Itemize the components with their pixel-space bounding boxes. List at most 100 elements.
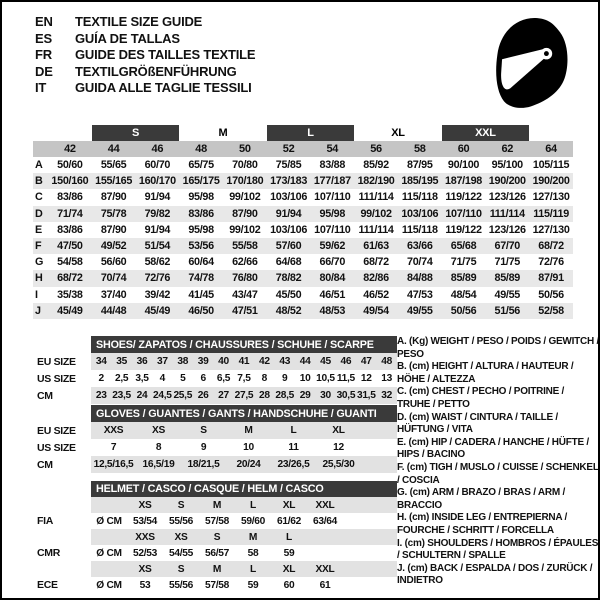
- helmet-row: XXS XS S M L: [33, 529, 397, 545]
- cell: 63/66: [407, 240, 433, 253]
- size-group-L: L: [266, 125, 355, 141]
- cell: 50/60: [57, 159, 83, 172]
- cell: 2,5: [114, 373, 129, 384]
- cell: 107/110: [314, 223, 351, 236]
- row-label: [33, 529, 91, 545]
- textile-size-table: S M L XL XXL 42 44 46 48 50 52 54 56 58 60 62 64 A 50/60 5…: [33, 125, 573, 319]
- cell: 27,5: [233, 387, 255, 404]
- numeric-size: 44: [91, 141, 136, 157]
- cell: 177/187: [313, 175, 351, 188]
- legend-item: G. (cm) ARM / BRAZO / BRAS / ARM / BRACC…: [397, 487, 565, 511]
- cell: XS: [127, 561, 163, 577]
- cell: 29: [294, 387, 316, 404]
- row-label: CM: [37, 458, 53, 471]
- numeric-size: 50: [222, 141, 267, 157]
- cell: 70/74: [100, 272, 127, 285]
- cell: XXL: [307, 561, 343, 577]
- numeric-size: 46: [135, 141, 180, 157]
- cell: [343, 561, 397, 577]
- cell: 72/76: [538, 256, 564, 269]
- cell: 56/60: [100, 256, 127, 269]
- numeric-size-header-row: 42 44 46 48 50 52 54 56 58 60 62 64: [33, 141, 573, 157]
- language-line: DE TEXTILGRÖßENFÜHRUNG: [35, 64, 255, 81]
- helmet-size-table: HELMET / CASCO / CASQUE / HELM / CASCO XS…: [33, 481, 397, 593]
- textile-row-E: E 83/86 87/90 91/94 95/98 99/102 103/106 107/11…: [33, 222, 573, 238]
- cell: 24: [131, 387, 153, 404]
- cell: 37/40: [100, 288, 127, 301]
- helmet-row: XS S M L XL XXL: [33, 561, 397, 577]
- shoes-size-table: SHOES/ ZAPATOS / CHAUSSURES / SCHUHE / S…: [33, 336, 397, 404]
- cell: 91/94: [275, 207, 302, 220]
- cell: [361, 439, 397, 456]
- cell: 61: [319, 579, 331, 591]
- cell: 39/42: [144, 288, 171, 301]
- numeric-size: 56: [354, 141, 398, 157]
- cell: 99/102: [360, 207, 392, 220]
- textile-row-G: G 54/58 56/60 58/62 60/64 62/66 64/68 66/70 68/7…: [33, 254, 573, 270]
- cell: 60/70: [144, 159, 171, 172]
- gloves-size-table: GLOVES / GUANTES / GANTS / HANDSCHUHE / …: [33, 405, 397, 473]
- cell: M: [199, 497, 235, 513]
- cell: XL: [271, 497, 307, 513]
- cell: 43/47: [232, 288, 258, 301]
- cell: 71/75: [494, 256, 521, 269]
- textile-row-B: B 150/160 155/165 160/170 165/175 170/180 173/…: [33, 173, 573, 190]
- cell: 16,5/19: [136, 456, 181, 473]
- cell: 12,5/16,5: [91, 456, 136, 473]
- cell: 165/175: [182, 175, 220, 188]
- language-line: ES GUÍA DE TALLAS: [35, 31, 255, 48]
- cell: 8: [261, 373, 268, 384]
- cell: 70/74: [407, 256, 433, 269]
- numeric-size: 60: [441, 141, 486, 157]
- guide-title: GUIDE DES TAILLES TEXTILE: [75, 47, 256, 62]
- cell: 41/45: [188, 288, 214, 301]
- cell: 30: [315, 387, 336, 404]
- cell: 80/84: [319, 272, 346, 285]
- cell: 31,5: [356, 387, 377, 404]
- cell: XXS: [91, 422, 136, 439]
- cell: 59: [283, 547, 295, 559]
- cell: 12: [360, 373, 372, 384]
- cell: 83/86: [57, 223, 83, 236]
- cell: 46/51: [319, 288, 346, 301]
- cell: 83/86: [57, 191, 83, 204]
- size-group-M: M: [218, 127, 228, 139]
- cell: XS: [127, 497, 163, 513]
- cell: 85/89: [494, 272, 521, 285]
- cell: 190/200: [532, 175, 570, 188]
- cell: 63/64: [313, 515, 337, 527]
- cell: [307, 529, 343, 545]
- cell: 49/55: [407, 304, 433, 317]
- cell: 127/130: [532, 191, 570, 204]
- cell: 187/198: [445, 175, 482, 188]
- cell: 4: [159, 373, 166, 384]
- cell: 9: [200, 442, 207, 453]
- cell: 48/53: [319, 304, 346, 317]
- cell: [343, 513, 397, 529]
- language-title-list: EN TEXTILE SIZE GUIDE ES GUÍA DE TALLAS …: [35, 14, 256, 97]
- legend-item: D. (cm) WAIST / CINTURA / TAILLE / HÜFTU…: [397, 411, 558, 436]
- cell: 47/53: [407, 288, 433, 301]
- unit-label: [91, 561, 127, 577]
- cell: XL: [271, 561, 307, 577]
- cell: 51/54: [144, 240, 171, 253]
- cell: 45: [315, 353, 336, 370]
- size-group-XXL: XXL: [441, 125, 530, 141]
- numeric-size: 42: [48, 141, 92, 157]
- cell: 107/110: [314, 191, 351, 204]
- textile-row-I: I 35/38 37/40 39/42 41/45 43/47 45/50 46/51 46/5…: [33, 287, 573, 303]
- language-code: EN: [35, 14, 53, 29]
- cell: 85/92: [363, 159, 389, 172]
- size-group-S: S: [91, 125, 180, 141]
- cell: XXL: [307, 497, 343, 513]
- cell: 54/55: [169, 547, 193, 559]
- cell: 57/60: [275, 240, 302, 253]
- cell: 78/82: [275, 272, 302, 285]
- textile-row-H: H 68/72 70/74 72/76 74/78 76/80 78/82 80/84 82/8…: [33, 270, 573, 287]
- cell: 123/126: [488, 223, 526, 236]
- cell: 28,5: [274, 387, 295, 404]
- cell: [343, 497, 397, 513]
- cell: M: [226, 422, 271, 439]
- cell: [33, 336, 91, 353]
- cell: 173/183: [270, 175, 308, 188]
